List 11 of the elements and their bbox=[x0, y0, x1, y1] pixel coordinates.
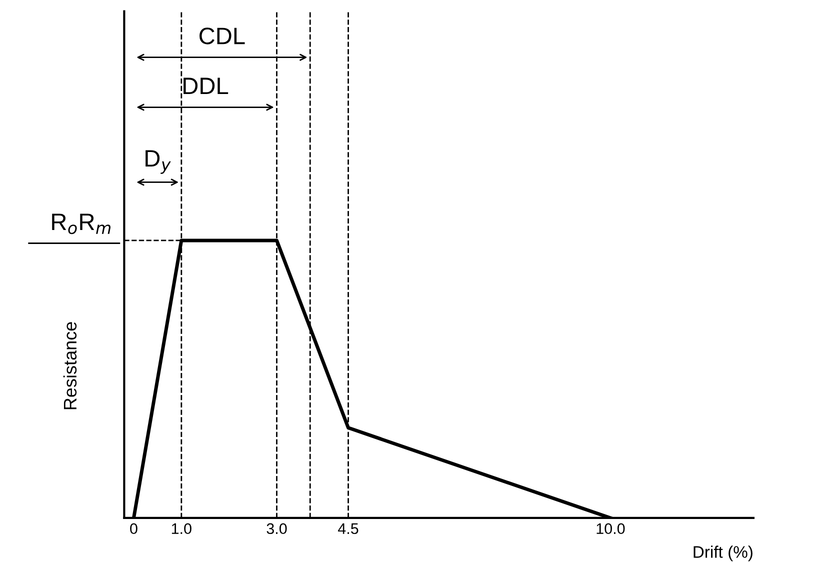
x-tick-label: 3.0 bbox=[266, 523, 287, 534]
annotation: D$_{y}$ bbox=[146, 150, 171, 174]
x-tick-label: 1.0 bbox=[172, 523, 192, 534]
x-tick-label: 4.5 bbox=[338, 523, 358, 534]
x-tick-label: 0 bbox=[130, 523, 138, 534]
annotation: DDL bbox=[184, 78, 228, 94]
y-axis-title: Resistance bbox=[63, 322, 77, 410]
x-tick-label: 10.0 bbox=[596, 523, 625, 534]
ref-line-label: R$_{o}$R$_{m}$ bbox=[52, 214, 110, 234]
annotation: CDL bbox=[200, 28, 245, 44]
x-axis-title: Drift (%) bbox=[694, 546, 752, 562]
